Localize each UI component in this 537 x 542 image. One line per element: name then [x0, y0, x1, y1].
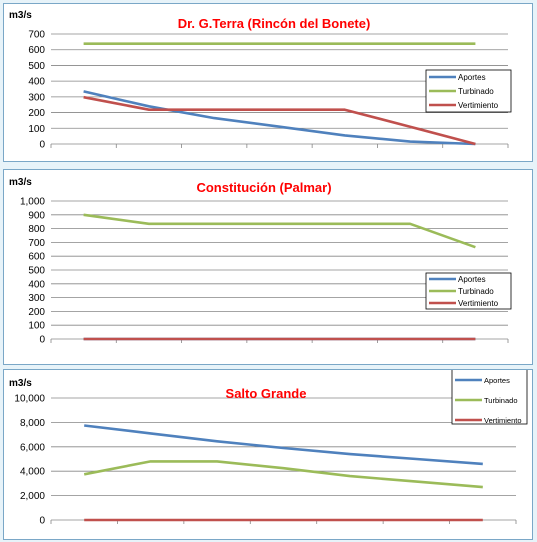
y-tick-label: 500 — [28, 61, 45, 72]
legend: Aportes Turbinado Vertimiento — [451, 370, 528, 425]
y-tick-label: 600 — [28, 252, 45, 263]
y-tick-label: 100 — [28, 321, 45, 332]
legend-label-aportes: Aportes — [458, 275, 486, 284]
y-tick-label: 200 — [28, 108, 45, 119]
series-line-aportes — [83, 90, 476, 146]
series-line-aportes — [84, 424, 483, 466]
legend-label-vertimiento: Vertimiento — [458, 299, 499, 308]
chart-salto-grande: 0 2,000 4,000 6,000 8,000 10,000 Salto Grande m… — [9, 370, 528, 527]
y-tick-label: 600 — [28, 45, 45, 56]
legend-label-vertimiento: Vertimiento — [484, 416, 522, 425]
y-tick-label: 800 — [28, 224, 45, 235]
chart-title: Constitución (Palmar) — [196, 180, 331, 195]
y-tick-label: 4,000 — [20, 467, 45, 478]
y-tick-label: 0 — [39, 140, 45, 151]
chart-title: Dr. G.Terra (Rincón del Bonete) — [178, 16, 371, 31]
y-tick-label: 900 — [28, 210, 45, 221]
series-line-turbinado — [83, 460, 483, 489]
y-tick-label: 100 — [28, 124, 45, 135]
chart-terra: 0 100 200 300 400 500 600 700 Dr. G.Terra (Rincó… — [9, 10, 512, 151]
chart-palmar: 0 100 200 300 400 500 600 700 800 900 1,000 Constit… — [9, 177, 512, 346]
legend-label-aportes: Aportes — [484, 376, 510, 385]
legend-label-turbinado: Turbinado — [458, 287, 494, 296]
y-axis-label: m3/s — [9, 177, 32, 188]
y-tick-label: 8,000 — [20, 418, 45, 429]
series-line-vertimiento — [83, 95, 476, 146]
y-tick-label: 400 — [28, 77, 45, 88]
legend-label-turbinado: Turbinado — [484, 396, 518, 405]
y-axis-label: m3/s — [9, 10, 32, 21]
legend-label-aportes: Aportes — [458, 73, 486, 82]
y-tick-label: 200 — [28, 307, 45, 318]
y-tick-label: 1,000 — [20, 197, 45, 208]
y-tick-label: 0 — [39, 516, 45, 527]
legend: Aportes Turbinado Vertimiento — [425, 69, 512, 113]
y-tick-label: 6,000 — [20, 442, 45, 453]
y-axis-label: m3/s — [9, 378, 32, 389]
chart-title: Salto Grande — [226, 386, 307, 401]
y-tick-label: 500 — [28, 266, 45, 277]
y-tick-label: 400 — [28, 279, 45, 290]
chart-panel-palmar: 0 100 200 300 400 500 600 700 800 900 1,000 Constit… — [3, 169, 533, 365]
legend-label-turbinado: Turbinado — [458, 87, 494, 96]
y-tick-label: 10,000 — [14, 394, 45, 405]
legend: Aportes Turbinado Vertimiento — [425, 272, 512, 310]
legend-label-vertimiento: Vertimiento — [458, 101, 499, 110]
y-tick-label: 2,000 — [20, 491, 45, 502]
y-tick-label: 700 — [28, 238, 45, 249]
chart-panel-terra: 0 100 200 300 400 500 600 700 Dr. G.Terra (Rincó… — [3, 3, 533, 162]
y-tick-label: 300 — [28, 293, 45, 304]
chart-panel-salto-grande: 0 2,000 4,000 6,000 8,000 10,000 Salto Grande m… — [3, 369, 533, 540]
y-tick-label: 300 — [28, 92, 45, 103]
y-tick-label: 700 — [28, 30, 45, 41]
y-tick-label: 0 — [39, 335, 45, 346]
series-line-turbinado — [83, 213, 476, 249]
